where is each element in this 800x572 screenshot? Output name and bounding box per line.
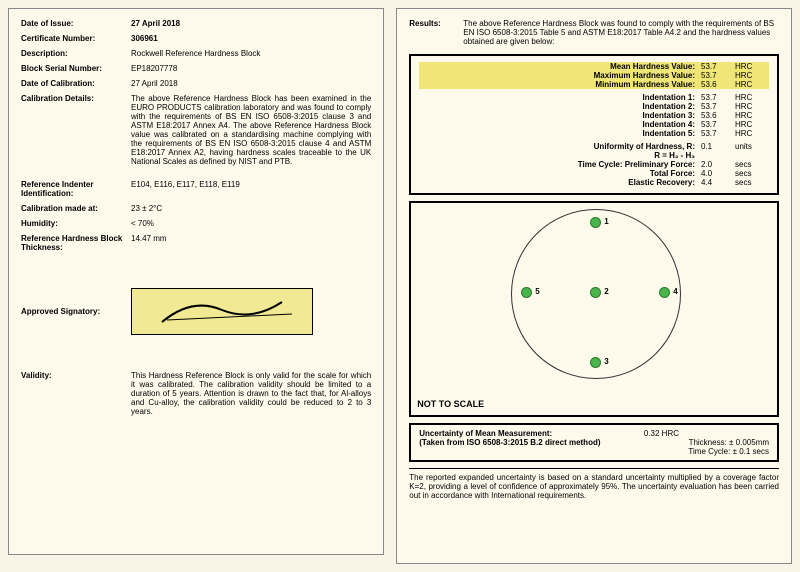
- result-key: Indentation 5:: [419, 129, 701, 138]
- result-unit: secs: [731, 169, 769, 178]
- result-key: Maximum Hardness Value:: [419, 71, 701, 80]
- value: E104, E116, E117, E118, E119: [131, 180, 371, 198]
- result-value: 4.0: [701, 169, 731, 178]
- result-key: Indentation 4:: [419, 120, 701, 129]
- label: Reference Hardness Block Thickness:: [21, 234, 131, 252]
- value: 27 April 2018: [131, 19, 371, 28]
- uncertainty-box: Uncertainty of Mean Measurement: 0.32 HRC…: [409, 423, 779, 462]
- footer-note: The reported expanded uncertainty is bas…: [409, 468, 779, 500]
- result-key: Indentation 2:: [419, 102, 701, 111]
- indent-point-label: 1: [604, 217, 608, 226]
- value: Rockwell Reference Hardness Block: [131, 49, 371, 58]
- label: Uncertainty of Mean Measurement:: [419, 429, 552, 438]
- result-unit: secs: [731, 160, 769, 169]
- indent-diagram: NOT TO SCALE 1 2 3 4 5: [409, 201, 779, 417]
- label: Description:: [21, 49, 131, 58]
- signature-icon: [142, 292, 302, 332]
- right-page: Results:The above Reference Hardness Blo…: [396, 8, 792, 564]
- indent-point-label: 3: [604, 357, 608, 366]
- label: Block Serial Number:: [21, 64, 131, 73]
- label: Results:: [409, 19, 459, 46]
- result-unit: HRC: [731, 93, 769, 102]
- value: The above Reference Hardness Block has b…: [131, 94, 371, 166]
- value: 14.47 mm: [131, 234, 371, 252]
- result-unit: [731, 151, 769, 160]
- result-value: 4.4: [701, 178, 731, 187]
- label: Thickness:: [689, 438, 727, 447]
- result-value: [701, 151, 731, 160]
- result-unit: HRC: [731, 111, 769, 120]
- label: Humidity:: [21, 219, 131, 228]
- value: 23 ± 2°C: [131, 204, 371, 213]
- indent-point-label: 2: [604, 287, 608, 296]
- result-value: 53.6: [701, 111, 731, 120]
- value: EP18207778: [131, 64, 371, 73]
- result-value: 53.7: [701, 71, 731, 80]
- label: Validity:: [21, 371, 131, 416]
- value: ± 0.1 secs: [733, 447, 769, 456]
- result-unit: HRC: [731, 80, 769, 89]
- result-unit: HRC: [731, 71, 769, 80]
- result-key: R = H₂ - H₃: [419, 151, 701, 160]
- result-unit: HRC: [731, 129, 769, 138]
- value: The above Reference Hardness Block was f…: [463, 19, 779, 46]
- result-unit: secs: [731, 178, 769, 187]
- value: 27 April 2018: [131, 79, 371, 88]
- label: Calibration Details:: [21, 94, 131, 166]
- result-key: Indentation 1:: [419, 93, 701, 102]
- label: Approved Signatory:: [21, 307, 131, 316]
- results-box: Mean Hardness Value:53.7HRCMaximum Hardn…: [409, 54, 779, 195]
- label: Reference Indenter Identification:: [21, 180, 131, 198]
- label: Certificate Number:: [21, 34, 131, 43]
- value: 306961: [131, 34, 371, 43]
- value: ± 0.005mm: [729, 438, 769, 447]
- indent-point-label: 5: [535, 287, 539, 296]
- result-value: 53.7: [701, 102, 731, 111]
- label: (Taken from ISO 6508-3:2015 B.2 direct m…: [419, 438, 600, 447]
- result-key: Mean Hardness Value:: [419, 62, 701, 71]
- result-unit: HRC: [731, 120, 769, 129]
- signature-box: [131, 288, 313, 335]
- result-value: 53.6: [701, 80, 731, 89]
- result-value: 53.7: [701, 93, 731, 102]
- result-value: 53.7: [701, 120, 731, 129]
- result-key: Time Cycle: Preliminary Force:: [419, 160, 701, 169]
- result-value: 2.0: [701, 160, 731, 169]
- result-key: Uniformity of Hardness, R:: [419, 142, 701, 151]
- label: Calibration made at:: [21, 204, 131, 213]
- result-value: 53.7: [701, 62, 731, 71]
- left-page: Date of Issue:27 April 2018 Certificate …: [8, 8, 384, 555]
- result-key: Indentation 3:: [419, 111, 701, 120]
- indent-point-label: 4: [673, 287, 677, 296]
- result-value: 0.1: [701, 142, 731, 151]
- result-unit: HRC: [731, 102, 769, 111]
- value: 0.32 HRC: [644, 429, 679, 438]
- result-unit: HRC: [731, 62, 769, 71]
- result-key: Total Force:: [419, 169, 701, 178]
- result-unit: units: [731, 142, 769, 151]
- not-to-scale: NOT TO SCALE: [417, 399, 484, 409]
- label: Time Cycle:: [688, 447, 730, 456]
- label: Date of Calibration:: [21, 79, 131, 88]
- result-key: Elastic Recovery:: [419, 178, 701, 187]
- value: This Hardness Reference Block is only va…: [131, 371, 371, 416]
- result-key: Minimum Hardness Value:: [419, 80, 701, 89]
- label: Date of Issue:: [21, 19, 131, 28]
- result-value: 53.7: [701, 129, 731, 138]
- value: < 70%: [131, 219, 371, 228]
